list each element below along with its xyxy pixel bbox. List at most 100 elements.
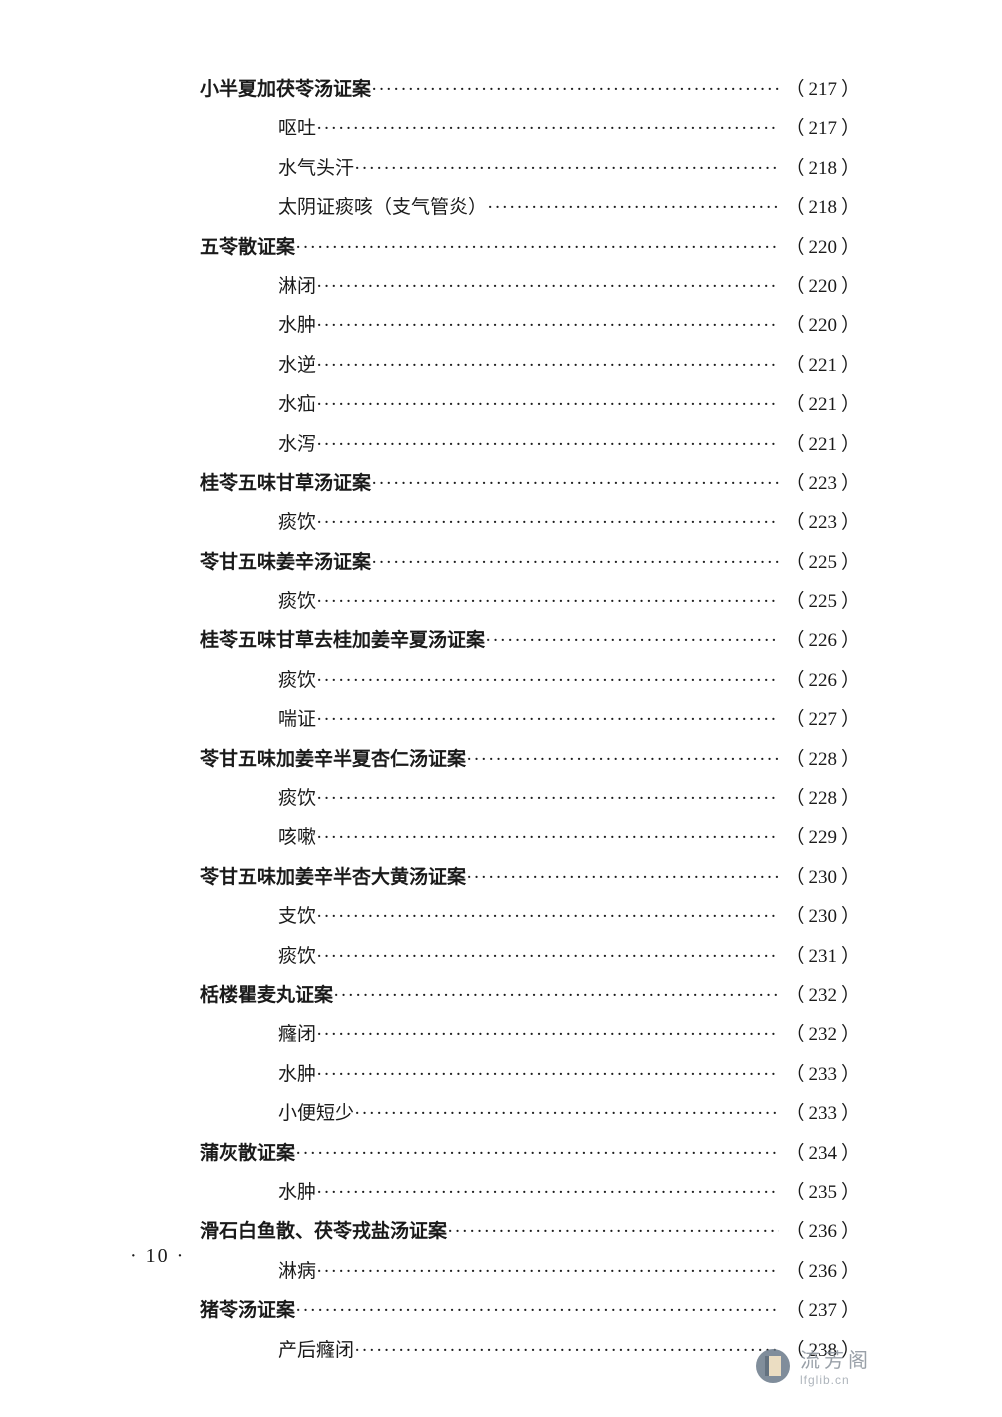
dot-leader (316, 666, 779, 696)
toc-entry-page: （232） (779, 981, 860, 1011)
toc-entry-page-number: 227 (808, 709, 837, 730)
toc-entry-page-number: 220 (808, 237, 837, 258)
toc-entry: 痰饮（225） (200, 587, 860, 617)
toc-entry-page-number: 226 (808, 670, 837, 691)
toc-entry-label: 淋病 (278, 1257, 316, 1287)
toc-entry-label: 苓甘五味加姜辛半杏大黄汤证案 (200, 863, 466, 893)
toc-entry-label: 支饮 (278, 902, 316, 932)
paren-close: ） (837, 1064, 860, 1085)
toc-entry: 苓甘五味加姜辛半杏大黄汤证案（230） (200, 863, 860, 893)
paren-open: （ (785, 1064, 808, 1085)
toc-entry-page: （217） (779, 114, 860, 144)
toc-entry-page-number: 231 (808, 946, 837, 967)
paren-open: （ (785, 1261, 808, 1282)
toc-entry-label: 五苓散证案 (200, 233, 295, 263)
paren-open: （ (785, 158, 808, 179)
paren-close: ） (837, 512, 860, 533)
toc-entry: 喘证（227） (200, 705, 860, 735)
paren-close: ） (837, 473, 860, 494)
dot-leader (316, 1060, 779, 1090)
watermark-text: 流芳阁 lfglib.cn (800, 1344, 872, 1387)
toc-entry-page: （221） (779, 430, 860, 460)
toc-entry-label: 滑石白鱼散、茯苓戎盐汤证案 (200, 1217, 447, 1247)
dot-leader (316, 390, 779, 420)
paren-open: （ (785, 827, 808, 848)
toc-entry-label: 太阴证痰咳（支气管炎） (278, 193, 487, 223)
paren-open: （ (785, 867, 808, 888)
toc-entry-label: 水肿 (278, 1178, 316, 1208)
watermark: 流芳阁 lfglib.cn (756, 1344, 872, 1387)
toc-entry-page-number: 223 (808, 473, 837, 494)
book-icon-inner (765, 1356, 781, 1376)
toc-entry-page: （218） (779, 193, 860, 223)
paren-close: ） (837, 749, 860, 770)
paren-close: ） (837, 1300, 860, 1321)
toc-entry: 痰饮（228） (200, 784, 860, 814)
paren-open: （ (785, 118, 808, 139)
toc-entry: 咳嗽（229） (200, 823, 860, 853)
paren-open: （ (785, 788, 808, 809)
toc-entry: 痰饮（226） (200, 666, 860, 696)
paren-close: ） (837, 158, 860, 179)
paren-close: ） (837, 630, 860, 651)
toc-entry-page-number: 230 (808, 906, 837, 927)
toc-entry-label: 苓甘五味姜辛汤证案 (200, 548, 371, 578)
paren-close: ） (837, 315, 860, 336)
toc-entry-label: 苓甘五味加姜辛半夏杏仁汤证案 (200, 745, 466, 775)
toc-entry: 癃闭（232） (200, 1020, 860, 1050)
paren-close: ） (837, 591, 860, 612)
toc-entry-page-number: 217 (808, 118, 837, 139)
toc-entry-page: （221） (779, 390, 860, 420)
paren-close: ） (837, 1261, 860, 1282)
dot-leader (371, 548, 779, 578)
toc-entry-page: （234） (779, 1139, 860, 1169)
paren-close: ） (837, 827, 860, 848)
page-number: · 10 · (130, 1245, 185, 1268)
toc-entry-page: （218） (779, 154, 860, 184)
toc-entry-label: 淋闭 (278, 272, 316, 302)
dot-leader (316, 784, 779, 814)
toc-entry-page-number: 236 (808, 1261, 837, 1282)
watermark-en: lfglib.cn (800, 1373, 872, 1387)
paren-open: （ (785, 906, 808, 927)
paren-open: （ (785, 985, 808, 1006)
dot-leader (371, 75, 779, 105)
toc-entry: 桂苓五味甘草汤证案（223） (200, 469, 860, 499)
paren-open: （ (785, 1300, 808, 1321)
paren-close: ） (837, 946, 860, 967)
paren-close: ） (837, 355, 860, 376)
paren-open: （ (785, 512, 808, 533)
toc-content: 小半夏加茯苓汤证案（217）呕吐（217）水气头汗（218）太阴证痰咳（支气管炎… (200, 75, 860, 1375)
toc-entry: 桂苓五味甘草去桂加姜辛夏汤证案（226） (200, 626, 860, 656)
toc-entry: 支饮 （230） (200, 902, 860, 932)
paren-open: （ (785, 1143, 808, 1164)
toc-entry-page: （225） (779, 587, 860, 617)
toc-entry-label: 咳嗽 (278, 823, 316, 853)
dot-leader (316, 272, 779, 302)
paren-open: （ (785, 434, 808, 455)
toc-entry-page: （220） (779, 272, 860, 302)
paren-open: （ (785, 315, 808, 336)
paren-close: ） (837, 788, 860, 809)
toc-entry-page-number: 228 (808, 788, 837, 809)
paren-close: ） (837, 906, 860, 927)
toc-entry-page: （227） (779, 705, 860, 735)
dot-leader (333, 981, 779, 1011)
toc-entry: 小便短少（233） (200, 1099, 860, 1129)
toc-entry-label: 水疝 (278, 390, 316, 420)
toc-entry-page: （232） (779, 1020, 860, 1050)
paren-close: ） (837, 867, 860, 888)
toc-entry: 呕吐（217） (200, 114, 860, 144)
dot-leader (295, 233, 779, 263)
toc-entry-page: （230） (779, 902, 860, 932)
toc-entry-page-number: 233 (808, 1103, 837, 1124)
toc-entry-page: （220） (779, 311, 860, 341)
toc-entry-page: （217） (779, 75, 860, 105)
dot-leader (316, 351, 779, 381)
toc-entry-label: 痰饮 (278, 666, 316, 696)
toc-entry-page: （226） (779, 626, 860, 656)
toc-entry-page-number: 217 (808, 79, 837, 100)
toc-entry-page-number: 225 (808, 552, 837, 573)
dot-leader (447, 1217, 779, 1247)
paren-close: ） (837, 394, 860, 415)
